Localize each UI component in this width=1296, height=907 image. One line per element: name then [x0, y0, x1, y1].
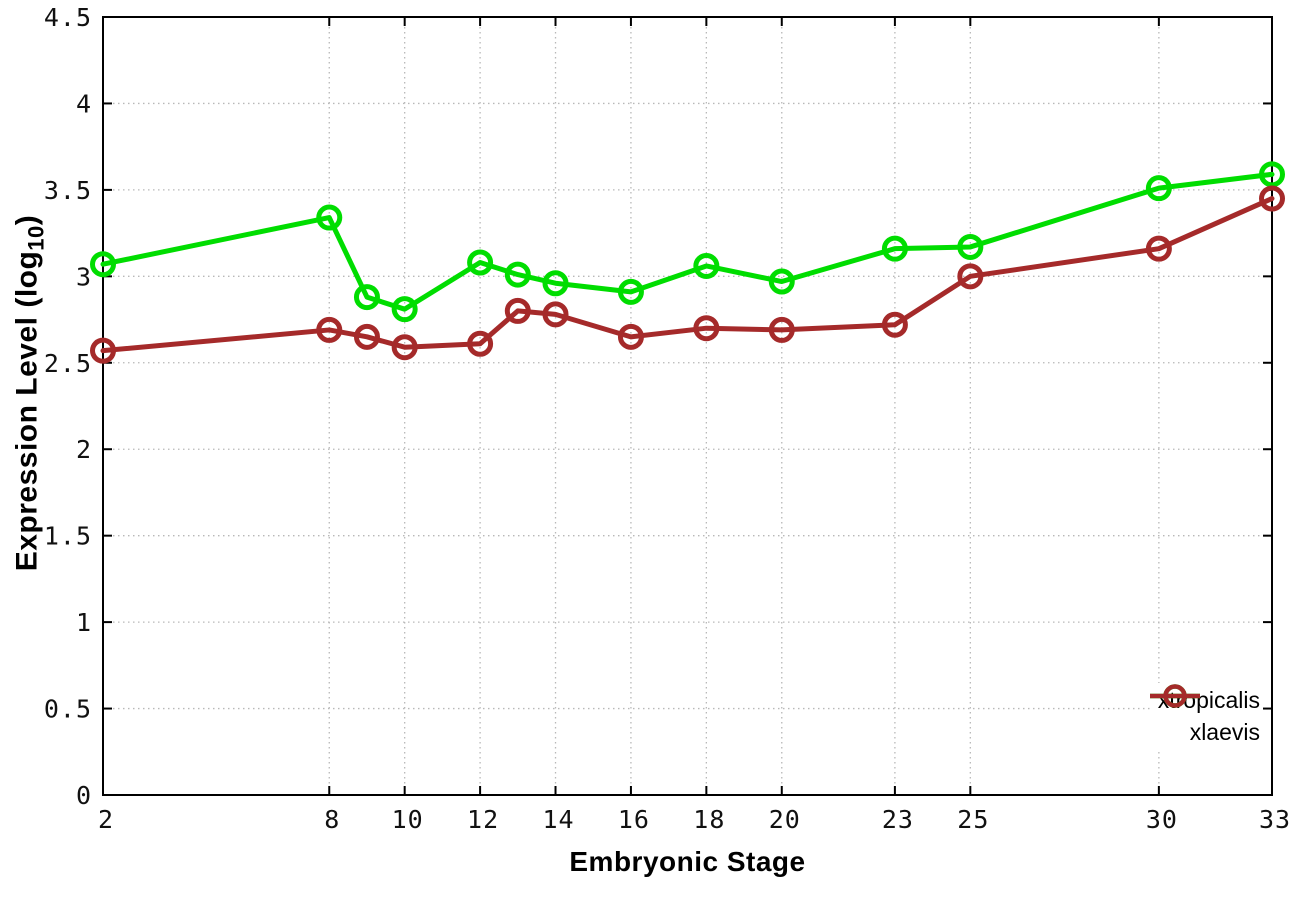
x-tick-label: 25: [957, 805, 989, 834]
data-point-xtropicalis: [90, 251, 116, 278]
data-point-xtropicalis: [391, 296, 418, 323]
data-point-xtropicalis: [881, 235, 908, 262]
x-tick-label: 33: [1259, 805, 1291, 834]
x-tick-label: 20: [769, 805, 801, 834]
data-point-xlaevis: [693, 315, 720, 342]
data-point-xlaevis: [316, 316, 343, 343]
data-point-xtropicalis: [316, 204, 343, 231]
legend-label-xlaevis: xlaevis: [1189, 718, 1260, 745]
data-point-xlaevis: [90, 337, 116, 364]
x-tick-label: 23: [882, 805, 914, 834]
data-point-xlaevis: [768, 316, 795, 343]
data-point-xlaevis: [542, 301, 569, 328]
legend-entry-xlaevis: xlaevis: [1149, 684, 1260, 747]
data-point-xlaevis: [353, 323, 380, 350]
x-tick-label: 12: [467, 805, 499, 834]
data-point-xtropicalis: [1145, 175, 1172, 202]
y-axis-title-subscript: 10: [23, 225, 49, 251]
data-point-xtropicalis: [617, 278, 644, 305]
y-tick-label: 3: [76, 262, 92, 291]
y-tick-label: 4: [76, 89, 92, 118]
data-point-xtropicalis: [768, 268, 795, 295]
series-line-xlaevis: [100, 196, 1275, 354]
y-tick-label: 1.5: [44, 522, 92, 551]
y-tick-label: 2.5: [44, 349, 92, 378]
legend: xtropicalis xlaevis: [1149, 683, 1260, 749]
y-axis-title-text: Expression Level (log: [10, 250, 44, 572]
data-point-xtropicalis: [467, 249, 494, 276]
data-point-xtropicalis: [504, 261, 531, 288]
data-point-xtropicalis: [353, 284, 380, 311]
x-tick-label: 16: [618, 805, 650, 834]
x-tick-label: 18: [693, 805, 725, 834]
data-point-xlaevis: [881, 311, 908, 338]
data-point-xlaevis: [1145, 235, 1172, 262]
legend-marker-xlaevis-icon: [1149, 684, 1200, 708]
plot-border: [102, 16, 1273, 796]
x-tick-label: 2: [98, 805, 114, 834]
y-axis-title: Expression Level (log10): [11, 215, 50, 572]
y-axis-title-close: ): [10, 214, 44, 226]
data-point-xlaevis: [504, 297, 531, 324]
x-tick-label: 10: [392, 805, 424, 834]
x-axis-title: Embryonic Stage: [569, 846, 806, 877]
data-point-xlaevis: [467, 330, 494, 357]
data-point-xlaevis: [391, 334, 418, 361]
data-point-xtropicalis: [693, 252, 720, 279]
data-point-xtropicalis: [1259, 161, 1285, 188]
x-tick-label: 8: [324, 805, 340, 834]
y-tick-label: 0.5: [44, 695, 92, 724]
y-tick-label: 2: [76, 435, 92, 464]
x-tick-label: 14: [542, 805, 574, 834]
y-tick-label: 4.5: [44, 3, 92, 32]
data-point-xlaevis: [957, 263, 984, 290]
y-tick-label: 1: [76, 608, 92, 637]
series-line-xtropicalis: [100, 171, 1275, 312]
data-point-xlaevis: [617, 323, 644, 350]
x-tick-label: 30: [1146, 805, 1178, 834]
data-point-xtropicalis: [957, 233, 984, 260]
y-tick-label: 3.5: [44, 176, 92, 205]
data-point-xtropicalis: [542, 270, 569, 297]
y-tick-label: 0: [76, 781, 92, 810]
legend-label-xtropicalis: xtropicalis: [1157, 686, 1260, 713]
data-point-xlaevis: [1259, 185, 1285, 212]
